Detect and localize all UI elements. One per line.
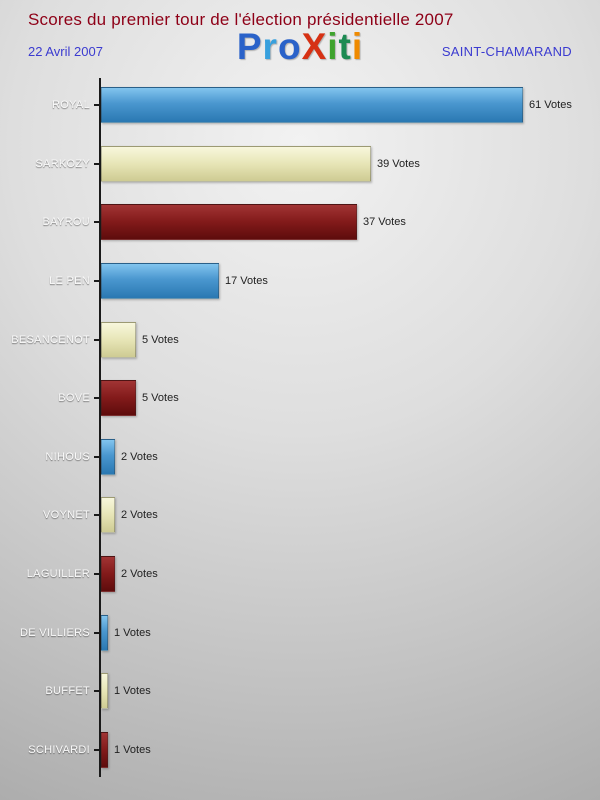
candidate-name: BAYROU [42, 216, 90, 229]
election-date: 22 Avril 2007 [28, 44, 103, 59]
bar-chart: ROYAL 61 Votes SARKOZY 39 Votes BAYROU 37 Vot… [0, 76, 600, 786]
axis-tick [94, 514, 100, 517]
vote-bar [101, 321, 136, 358]
bar-row: SCHIVARDI 1 Votes [0, 721, 600, 780]
proxiti-logo: ProXiti [237, 26, 363, 68]
candidate-name: SARKOZY [35, 157, 90, 170]
vote-bar [101, 145, 371, 182]
axis-tick [94, 631, 100, 634]
candidate-name: DE VILLIERS [20, 626, 90, 639]
vote-bar [101, 673, 108, 710]
candidate-name: VOYNET [42, 509, 90, 522]
bar-row: NIHOUS 2 Votes [0, 428, 600, 487]
axis-tick [94, 104, 100, 107]
vote-count-label: 1 Votes [114, 626, 151, 639]
axis-tick [94, 280, 100, 283]
vote-bar [101, 614, 108, 651]
axis-tick [94, 748, 100, 751]
bar-row: LE PEN 17 Votes [0, 252, 600, 311]
vote-bar [101, 87, 523, 124]
logo-letter: t [338, 26, 352, 67]
logo-letter: P [236, 26, 263, 67]
axis-tick [94, 455, 100, 458]
vote-count-label: 2 Votes [121, 568, 158, 581]
logo-letter: r [262, 26, 278, 67]
candidate-name: BESANCENOT [11, 333, 90, 346]
axis-tick [94, 221, 100, 224]
bar-row: BOVE 5 Votes [0, 369, 600, 428]
vote-bar [101, 438, 115, 475]
bar-row: LAGUILLER 2 Votes [0, 545, 600, 604]
candidate-name: SCHIVARDI [28, 743, 90, 756]
chart-axis-line [99, 78, 101, 777]
vote-bar [101, 556, 115, 593]
commune-name: SAINT-CHAMARAND [441, 44, 572, 59]
axis-tick [94, 162, 100, 165]
logo-letter: i [351, 26, 364, 67]
vote-count-label: 61 Votes [529, 99, 572, 112]
bar-row: BESANCENOT 5 Votes [0, 310, 600, 369]
candidate-name: ROYAL [52, 99, 90, 112]
bar-row: DE VILLIERS 1 Votes [0, 603, 600, 662]
logo-letter: X [301, 26, 328, 67]
candidate-name: BOVE [58, 392, 90, 405]
vote-count-label: 2 Votes [121, 450, 158, 463]
bar-row: SARKOZY 39 Votes [0, 135, 600, 194]
candidate-name: NIHOUS [45, 450, 90, 463]
candidate-name: BUFFET [45, 685, 90, 698]
vote-count-label: 5 Votes [142, 333, 179, 346]
axis-tick [94, 690, 100, 693]
vote-bar [101, 204, 357, 241]
page-title: Scores du premier tour de l'élection pré… [28, 10, 454, 29]
candidate-name: LE PEN [49, 275, 90, 288]
vote-bar [101, 380, 136, 417]
vote-count-label: 2 Votes [121, 509, 158, 522]
candidate-name: LAGUILLER [26, 568, 90, 581]
axis-tick [94, 573, 100, 576]
bar-row: VOYNET 2 Votes [0, 486, 600, 545]
vote-count-label: 1 Votes [114, 685, 151, 698]
vote-count-label: 5 Votes [142, 392, 179, 405]
logo-letter: o [277, 26, 302, 67]
axis-tick [94, 338, 100, 341]
bar-row: BAYROU 37 Votes [0, 193, 600, 252]
vote-count-label: 37 Votes [363, 216, 406, 229]
vote-count-label: 39 Votes [377, 157, 420, 170]
vote-count-label: 1 Votes [114, 743, 151, 756]
vote-bar [101, 263, 219, 300]
vote-bar [101, 731, 108, 768]
axis-tick [94, 397, 100, 400]
bar-row: ROYAL 61 Votes [0, 76, 600, 135]
logo-letter: i [327, 26, 339, 67]
vote-count-label: 17 Votes [225, 275, 268, 288]
vote-bar [101, 497, 115, 534]
bar-row: BUFFET 1 Votes [0, 662, 600, 721]
